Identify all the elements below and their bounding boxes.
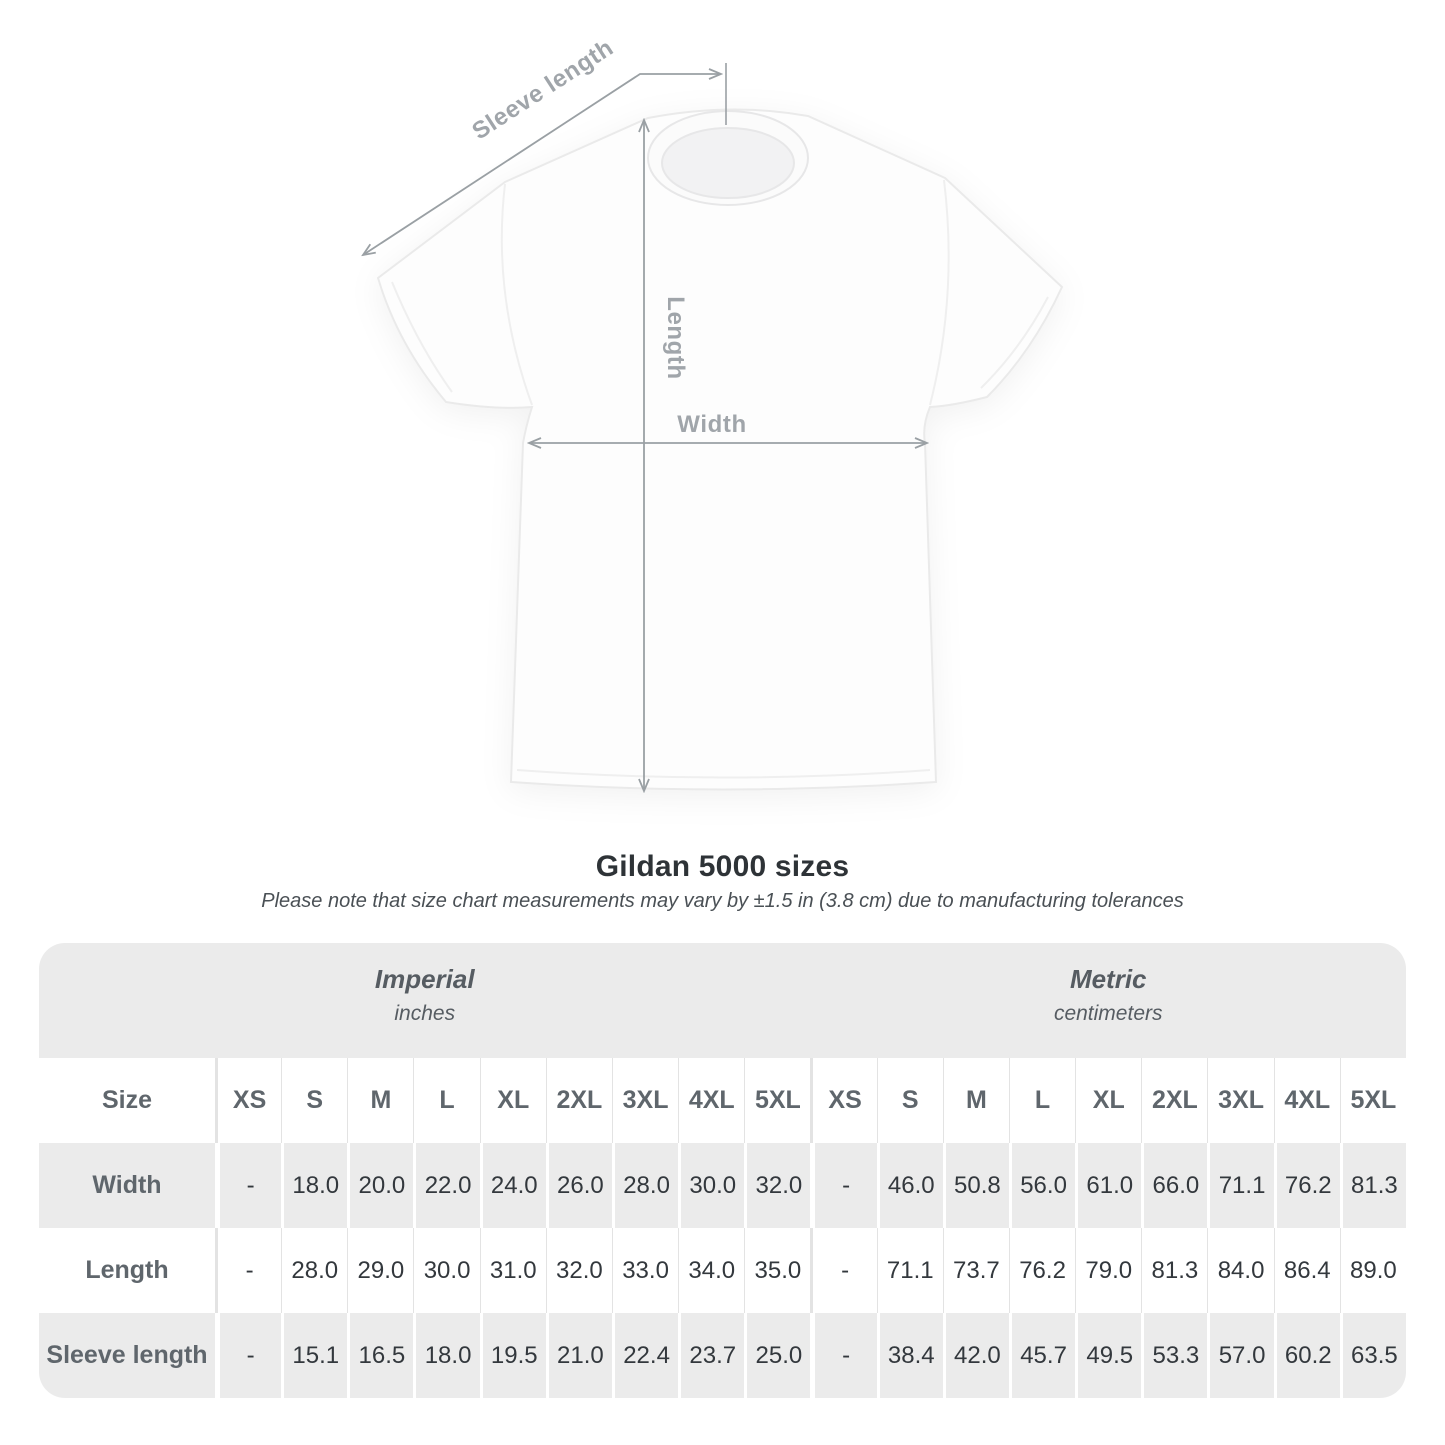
size-corner-header: Size [39, 1058, 215, 1143]
imperial-section-header: Imperial inches [39, 943, 811, 1058]
size-column-header-metric-4xl: 4XL [1273, 1058, 1340, 1143]
value-cell-metric: 49.5 [1075, 1313, 1142, 1398]
value-cell-imperial: 35.0 [744, 1228, 811, 1313]
tolerance-note: Please note that size chart measurements… [261, 890, 1184, 912]
right-armhole-seam [929, 179, 950, 406]
value-cell-metric: 84.0 [1207, 1228, 1274, 1313]
metric-section-unit: centimeters [1053, 1001, 1163, 1025]
value-cell-imperial: 19.5 [479, 1313, 546, 1398]
left-sleeve-stitch [391, 281, 453, 393]
value-cell-metric: - [810, 1228, 877, 1313]
tshirt-measurement-diagram: Sleeve length Length Width [0, 34, 1064, 830]
size-column-header-metric-s: S [876, 1058, 943, 1143]
sleeve-length-label: Sleeve length [467, 34, 618, 145]
hem-stitch [516, 769, 931, 779]
value-cell-metric: - [810, 1313, 877, 1398]
size-column-header-imperial-4xl: 4XL [678, 1058, 745, 1143]
value-cell-metric: 45.7 [1008, 1313, 1076, 1398]
value-cell-imperial: 18.0 [281, 1143, 348, 1228]
metric-section-header: Metric centimeters [810, 943, 1406, 1058]
value-cell-imperial: 32.0 [545, 1228, 612, 1313]
measurement-row-label: Sleeve length [39, 1313, 215, 1398]
size-column-header-metric-xl: XL [1075, 1058, 1142, 1143]
value-cell-metric: 66.0 [1141, 1143, 1208, 1228]
size-column-header-imperial-5xl: 5XL [744, 1058, 811, 1143]
value-cell-imperial: 24.0 [479, 1143, 546, 1228]
value-cell-imperial: 26.0 [545, 1143, 612, 1228]
value-cell-imperial: 33.0 [611, 1228, 679, 1313]
size-column-header-imperial-l: L [413, 1058, 480, 1143]
value-cell-metric: 42.0 [942, 1313, 1009, 1398]
value-cell-imperial: 16.5 [347, 1313, 414, 1398]
value-cell-imperial: 34.0 [678, 1228, 745, 1313]
value-cell-metric: 50.8 [942, 1143, 1009, 1228]
value-cell-metric: 38.4 [876, 1313, 943, 1398]
value-cell-imperial: 22.0 [413, 1143, 480, 1228]
tshirt-silhouette [376, 108, 1064, 791]
collar-opening [661, 127, 795, 199]
value-cell-metric: 53.3 [1141, 1313, 1208, 1398]
size-column-header-imperial-s: S [281, 1058, 348, 1143]
size-column-header-metric-l: L [1008, 1058, 1076, 1143]
value-cell-metric: 76.2 [1008, 1228, 1076, 1313]
value-cell-metric: 81.3 [1339, 1143, 1406, 1228]
length-label: Length [662, 296, 689, 380]
measurement-row-label: Length [39, 1228, 215, 1313]
value-cell-imperial: 31.0 [479, 1228, 546, 1313]
value-cell-metric: - [810, 1143, 877, 1228]
imperial-section-unit: inches [394, 1001, 456, 1025]
value-cell-imperial: - [215, 1313, 282, 1398]
value-cell-metric: 89.0 [1339, 1228, 1406, 1313]
size-column-header-metric-3xl: 3XL [1207, 1058, 1274, 1143]
value-cell-metric: 61.0 [1075, 1143, 1142, 1228]
value-cell-imperial: 15.1 [281, 1313, 348, 1398]
value-cell-imperial: 30.0 [413, 1228, 480, 1313]
value-cell-metric: 57.0 [1207, 1313, 1274, 1398]
value-cell-metric: 71.1 [1207, 1143, 1274, 1228]
value-cell-imperial: 29.0 [347, 1228, 414, 1313]
value-cell-metric: 79.0 [1075, 1228, 1142, 1313]
size-table: Imperial inches Metric centimeters Size X… [39, 943, 1406, 1398]
tshirt-diagram-svg: Sleeve length Length Width [0, 34, 1064, 830]
measurement-row-label: Width [39, 1143, 215, 1228]
value-cell-imperial: 32.0 [744, 1143, 811, 1228]
value-cell-imperial: - [215, 1228, 282, 1313]
value-cell-imperial: - [215, 1143, 282, 1228]
value-cell-metric: 63.5 [1339, 1313, 1406, 1398]
value-cell-imperial: 21.0 [545, 1313, 612, 1398]
value-cell-imperial: 25.0 [744, 1313, 811, 1398]
width-label: Width [677, 411, 746, 438]
page-title: Gildan 5000 sizes [595, 850, 850, 883]
value-cell-imperial: 28.0 [281, 1228, 348, 1313]
right-sleeve-stitch [980, 296, 1049, 389]
imperial-section-title: Imperial [374, 963, 475, 994]
metric-section-title: Metric [1069, 963, 1147, 994]
size-column-header-metric-5xl: 5XL [1339, 1058, 1406, 1143]
value-cell-metric: 71.1 [876, 1228, 943, 1313]
value-cell-imperial: 20.0 [347, 1143, 414, 1228]
value-cell-metric: 60.2 [1273, 1313, 1340, 1398]
size-column-header-imperial-m: M [347, 1058, 414, 1143]
size-column-header-metric-xs: XS [810, 1058, 877, 1143]
size-column-header-metric-2xl: 2XL [1141, 1058, 1208, 1143]
value-cell-metric: 86.4 [1273, 1228, 1340, 1313]
value-cell-metric: 73.7 [942, 1228, 1009, 1313]
value-cell-metric: 56.0 [1008, 1143, 1076, 1228]
value-cell-metric: 81.3 [1141, 1228, 1208, 1313]
value-cell-imperial: 23.7 [678, 1313, 745, 1398]
value-cell-metric: 46.0 [876, 1143, 943, 1228]
size-column-header-imperial-2xl: 2XL [545, 1058, 612, 1143]
value-cell-imperial: 30.0 [678, 1143, 745, 1228]
value-cell-metric: 76.2 [1273, 1143, 1340, 1228]
value-cell-imperial: 18.0 [413, 1313, 480, 1398]
size-column-header-imperial-xs: XS [215, 1058, 282, 1143]
size-column-header-imperial-xl: XL [479, 1058, 546, 1143]
size-column-header-metric-m: M [942, 1058, 1009, 1143]
value-cell-imperial: 22.4 [611, 1313, 679, 1398]
sleeve-length-arrow [363, 74, 721, 255]
size-column-header-imperial-3xl: 3XL [611, 1058, 679, 1143]
value-cell-imperial: 28.0 [611, 1143, 679, 1228]
